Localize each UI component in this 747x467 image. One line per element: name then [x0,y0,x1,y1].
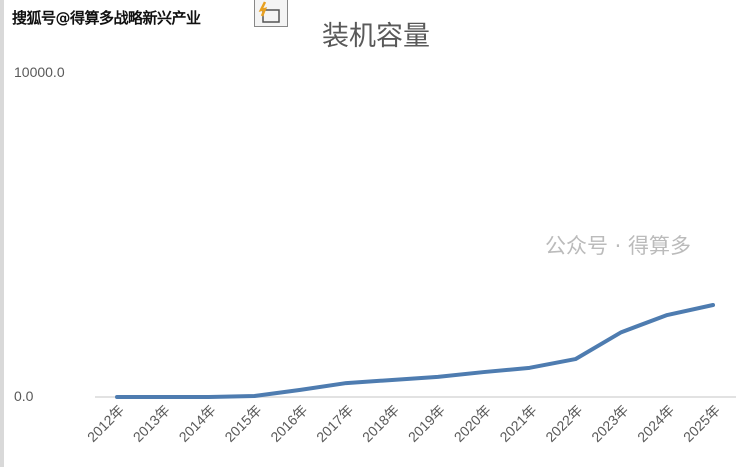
series-line [115,302,715,399]
x-tick-label: 2014年 [176,402,219,445]
y-tick-label: 0.0 [14,388,34,404]
x-tick-label: 2017年 [313,402,356,445]
x-tick-label: 2013年 [130,402,173,445]
watermark: 公众号 · 得算多 [545,234,692,258]
x-tick-label: 2015年 [221,402,264,445]
source-label: 搜狐号@得算多战略新兴产业 [12,9,201,27]
x-tick-label: 2012年 [84,402,127,445]
x-tick-label: 2016年 [267,402,310,445]
x-tick-label: 2018年 [359,402,402,445]
x-tick-label: 2022年 [542,402,585,445]
x-tick-label: 2024年 [634,402,677,445]
left-border [0,0,4,467]
x-tick-label: 2020年 [451,402,494,445]
x-tick-label: 2025年 [680,402,723,445]
x-tick-label: 2019年 [405,402,448,445]
y-tick-label: 10000.0 [14,64,65,80]
chart-title: 装机容量 [322,21,430,52]
chart-edit-icon[interactable] [254,0,288,27]
x-tick-label: 2023年 [588,402,631,445]
x-tick-label: 2021年 [496,402,539,445]
